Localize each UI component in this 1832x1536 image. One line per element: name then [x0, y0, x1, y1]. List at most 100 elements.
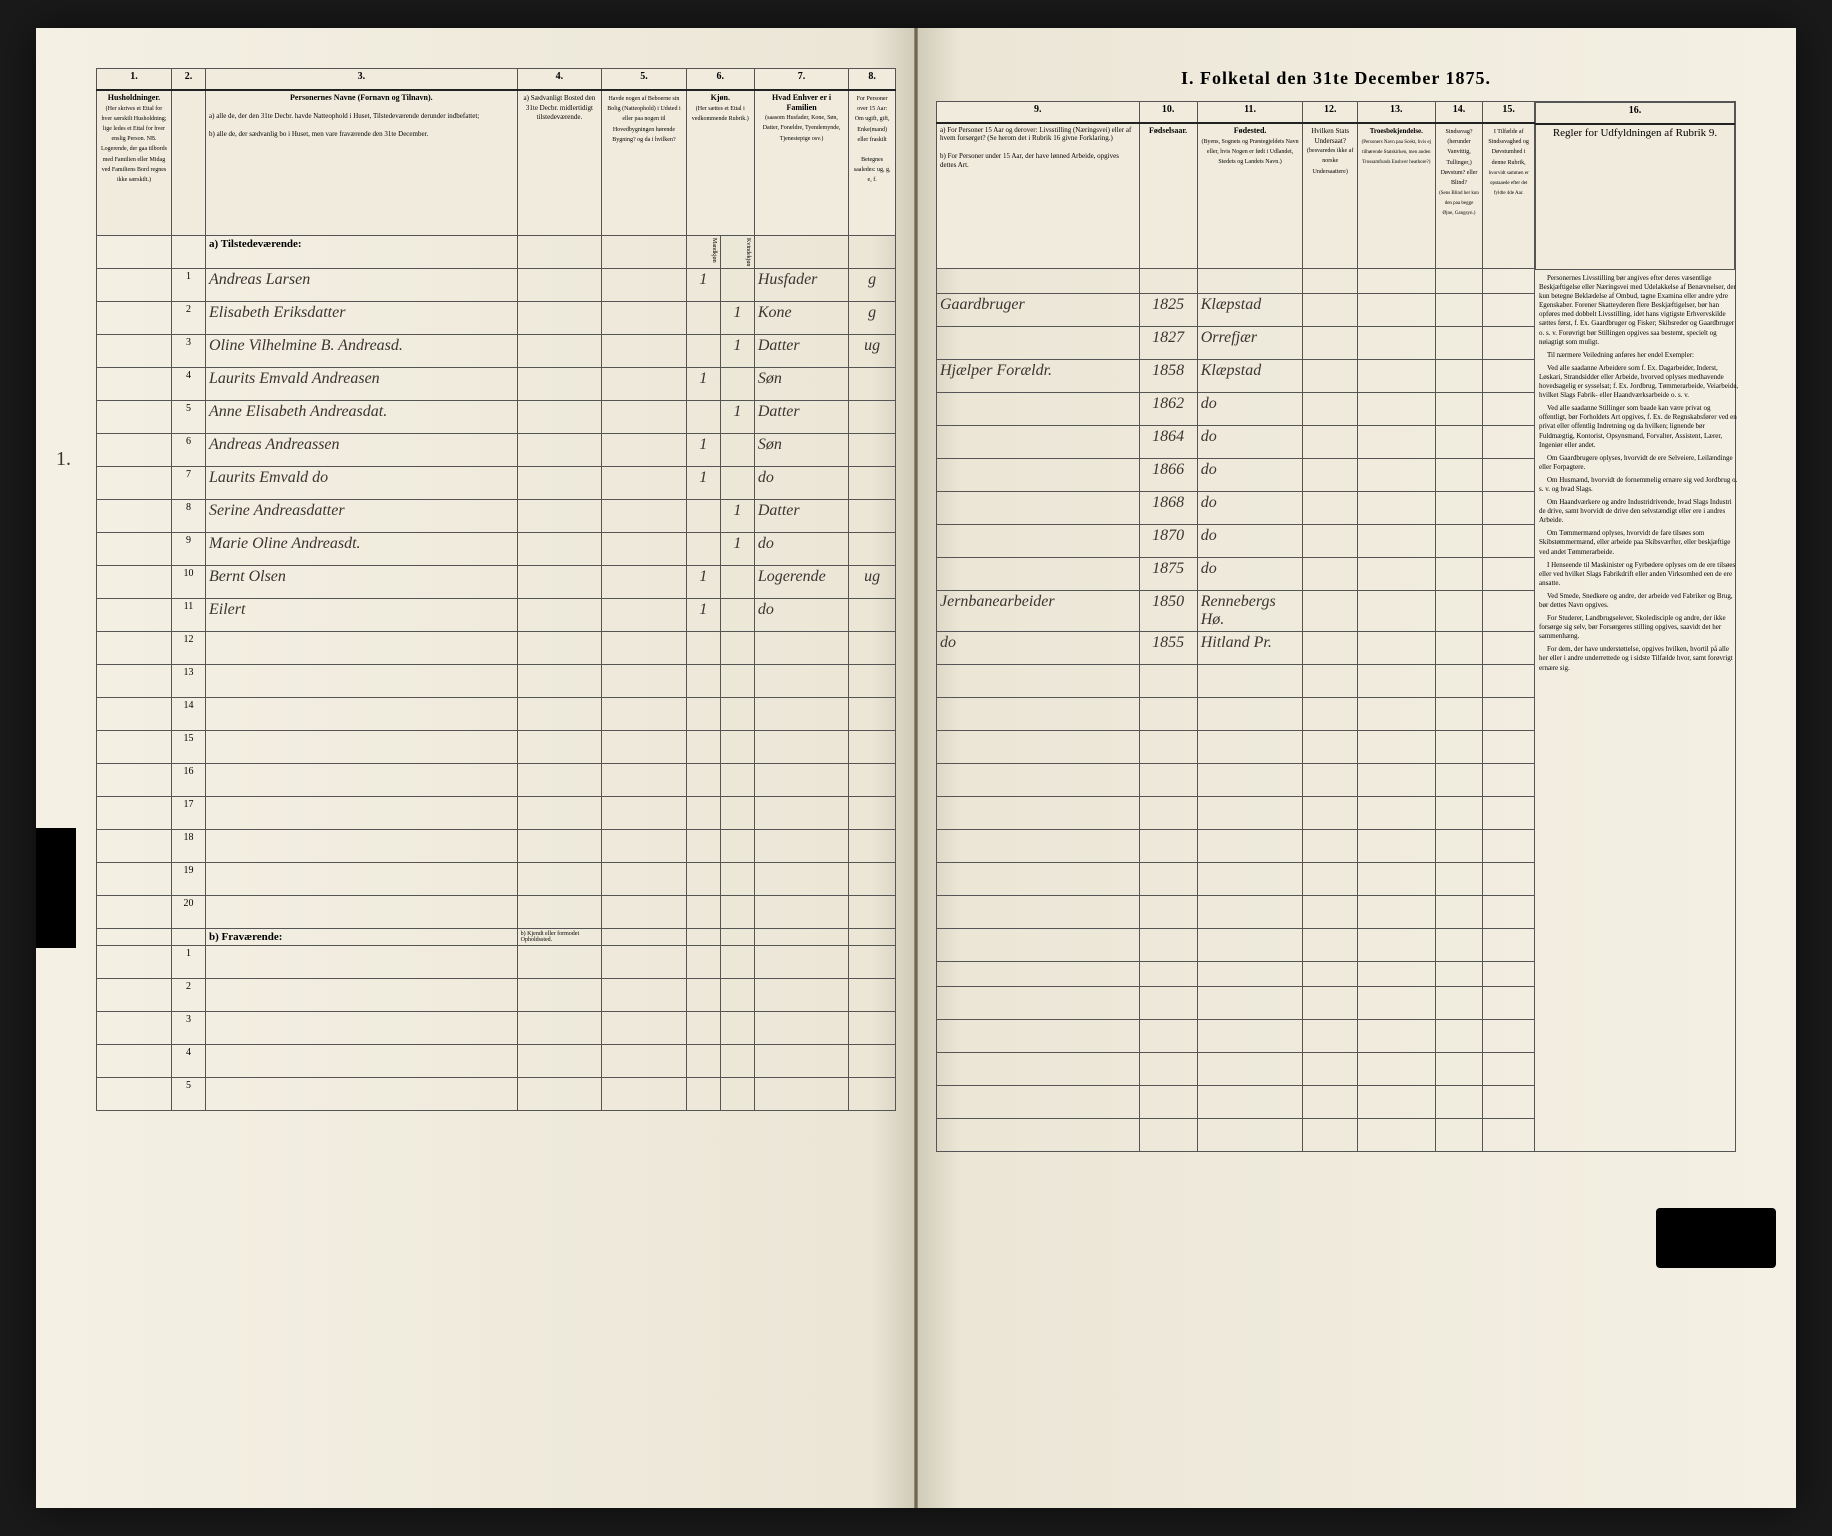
table-row: 15	[97, 731, 896, 764]
table-row	[937, 1020, 1535, 1053]
col-num-9: 9.	[937, 102, 1140, 124]
table-row: 10Bernt Olsen1Logerendeug	[97, 566, 896, 599]
table-row	[937, 830, 1535, 863]
table-row: 8Serine Andreasdatter1Datter	[97, 500, 896, 533]
left-page: 1. 1. 2. 3. 4. 5. 6. 7. 8. Husholdninger…	[36, 28, 916, 1508]
h12: Hvilken Stats Undersaat?(besvaredes ikke…	[1303, 123, 1358, 269]
table-row: Hjælper Forældr.1858Klæpstad	[937, 360, 1535, 393]
table-row	[937, 698, 1535, 731]
page-clip	[1656, 1208, 1776, 1268]
open-book: 1. 1. 2. 3. 4. 5. 6. 7. 8. Husholdninger…	[36, 28, 1796, 1508]
col-num-7: 7.	[754, 69, 848, 91]
table-row	[937, 1119, 1535, 1152]
table-row	[937, 797, 1535, 830]
page-damage-left	[36, 828, 76, 948]
table-row	[937, 929, 1535, 962]
table-row: 1862do	[937, 393, 1535, 426]
right-page: I. Folketal den 31te December 1875. 9. 1…	[916, 28, 1796, 1508]
h3: Personernes Navne (Fornavn og Tilnavn).a…	[206, 90, 518, 236]
table-row: 11Eilert1do	[97, 599, 896, 632]
h7: Hvad Enhver er i Familien(saasom Husfade…	[754, 90, 848, 236]
book-spine	[914, 28, 918, 1508]
table-row: 2	[97, 979, 896, 1012]
col-num-15: 15.	[1483, 102, 1535, 124]
margin-annotation: 1.	[56, 448, 71, 471]
table-row	[937, 1053, 1535, 1086]
table-row: 3	[97, 1012, 896, 1045]
table-row	[937, 1086, 1535, 1119]
table-row: 4Laurits Emvald Andreasen1Søn	[97, 368, 896, 401]
table-row	[937, 987, 1535, 1020]
census-table-right: 9. 10. 11. 12. 13. 14. 15. a) For Person…	[936, 101, 1535, 1152]
h6: Kjøn.(Her sættes et Ettal i vedkommende …	[686, 90, 754, 236]
section-a-row: a) Tilstedeværende: Mandkjøn Kvindekjøn	[97, 236, 896, 269]
table-row	[937, 665, 1535, 698]
h15: I Tilfælde af Sindssvaghed og Døvstumhed…	[1483, 123, 1535, 269]
table-row: 1864do	[937, 426, 1535, 459]
table-row: 13	[97, 665, 896, 698]
table-row: 3Oline Vilhelmine B. Andreasd.1Datterug	[97, 335, 896, 368]
table-row: Gaardbruger1825Klæpstad	[937, 294, 1535, 327]
col-num-8: 8.	[849, 69, 896, 91]
table-row: 1875do	[937, 558, 1535, 591]
h11: Fødested.(Byens, Sognets og Præstegjelde…	[1197, 123, 1303, 269]
col-num-3: 3.	[206, 69, 518, 91]
col-num-13: 13.	[1357, 102, 1435, 124]
col-num-16: 16.	[1536, 103, 1735, 125]
col-num-12: 12.	[1303, 102, 1358, 124]
h10: Fødselsaar.	[1139, 123, 1197, 269]
section-b-row: b) Fraværende: b) Kjendt eller formodet …	[97, 929, 896, 946]
table-row: 5	[97, 1078, 896, 1111]
table-row: 17	[97, 797, 896, 830]
rules-text-body: Personernes Livsstilling bør angives eft…	[1535, 270, 1743, 681]
h5: Havde nogen af Beboerne sin Bolig (Natte…	[602, 90, 687, 236]
table-row: 5Anne Elisabeth Andreasdat.1Datter	[97, 401, 896, 434]
table-row: 9Marie Oline Andreasdt.1do	[97, 533, 896, 566]
table-row: 20	[97, 896, 896, 929]
col-num-6: 6.	[686, 69, 754, 91]
col-num-4: 4.	[517, 69, 602, 91]
table-row	[937, 764, 1535, 797]
table-row: do1855Hitland Pr.	[937, 632, 1535, 665]
table-row: 14	[97, 698, 896, 731]
document-title: I. Folketal den 31te December 1875.	[936, 68, 1736, 89]
census-table-left: 1. 2. 3. 4. 5. 6. 7. 8. Husholdninger.(H…	[96, 68, 896, 1111]
table-row	[937, 731, 1535, 764]
table-row: 18	[97, 830, 896, 863]
col-num-11: 11.	[1197, 102, 1303, 124]
col-num-1: 1.	[97, 69, 172, 91]
header-row-right: a) For Personer 15 Aar og derover: Livss…	[937, 123, 1535, 269]
h9: a) For Personer 15 Aar og derover: Livss…	[937, 123, 1140, 269]
table-row: 1827Orrefjær	[937, 327, 1535, 360]
col-num-5: 5.	[602, 69, 687, 91]
table-row: 16	[97, 764, 896, 797]
table-row: 1	[97, 946, 896, 979]
col-num-2: 2.	[171, 69, 205, 91]
table-row: 7Laurits Emvald do1do	[97, 467, 896, 500]
header-row-left: Husholdninger.(Her skrives et Ettal for …	[97, 90, 896, 236]
table-row: Jernbanearbeider1850Rennebergs Hø.	[937, 591, 1535, 632]
h14: Sindssvag? (herunder Vanvittig, Tullinge…	[1435, 123, 1483, 269]
table-row: 19	[97, 863, 896, 896]
spacer-row-b	[937, 962, 1535, 987]
table-row: 2Elisabeth Eriksdatter1Koneg	[97, 302, 896, 335]
h4: a) Sædvanligt Bosted den 31te Decbr. mid…	[517, 90, 602, 236]
table-row	[937, 896, 1535, 929]
table-row: 1870do	[937, 525, 1535, 558]
table-row: 4	[97, 1045, 896, 1078]
h2	[171, 90, 205, 236]
col-number-row-right: 9. 10. 11. 12. 13. 14. 15.	[937, 102, 1535, 124]
table-row: 12	[97, 632, 896, 665]
col-num-10: 10.	[1139, 102, 1197, 124]
spacer-row	[937, 269, 1535, 294]
scan-background: 1. 1. 2. 3. 4. 5. 6. 7. 8. Husholdninger…	[0, 0, 1832, 1536]
h8: For Personer over 15 Aar: Om ugift, gift…	[849, 90, 896, 236]
table-row: 6Andreas Andreassen1Søn	[97, 434, 896, 467]
h16: Regler for Udfyldningen af Rubrik 9.	[1536, 124, 1735, 270]
col-num-14: 14.	[1435, 102, 1483, 124]
h13: Troesbekjendelse.(Personers Navn paa Sce…	[1357, 123, 1435, 269]
section-a-label: a) Tilstedeværende:	[206, 236, 518, 269]
table-row: 1Andreas Larsen1Husfaderg	[97, 269, 896, 302]
table-row: 1866do	[937, 459, 1535, 492]
col-number-row: 1. 2. 3. 4. 5. 6. 7. 8.	[97, 69, 896, 91]
